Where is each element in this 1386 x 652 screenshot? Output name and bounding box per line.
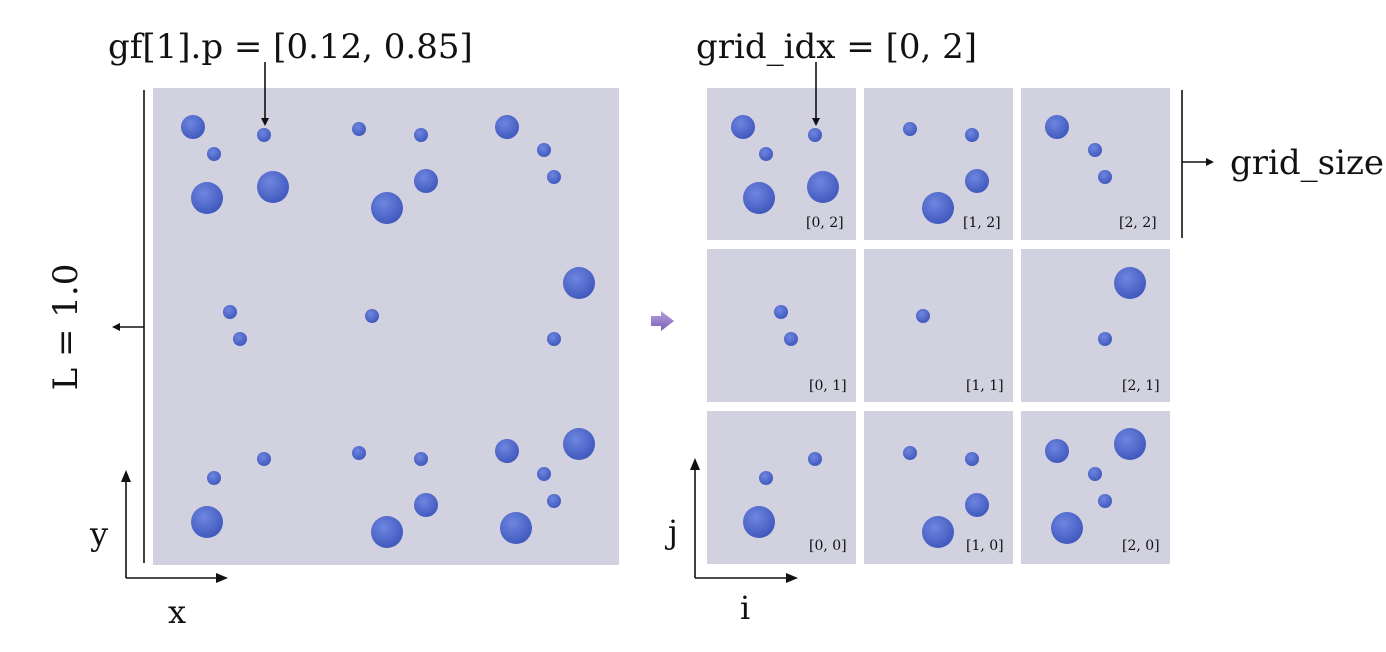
particle [1098,332,1112,346]
grid-cell [707,249,856,402]
grid-cell [707,411,856,564]
particle [784,332,798,346]
arrowheads [112,118,1214,583]
grid-cell [1021,411,1170,564]
particle [547,170,561,184]
grid-cell-label: [2, 2] [1119,215,1157,231]
particle [495,439,519,463]
particle [922,516,954,548]
grid-size-label: grid_size [1230,143,1385,183]
particle [922,192,954,224]
grid-cell-label: [0, 2] [806,215,844,231]
particle [1098,494,1112,508]
particle [537,143,551,157]
particle [223,305,237,319]
particle [547,494,561,508]
particle [207,147,221,161]
particle [903,446,917,460]
particle [965,493,989,517]
particle [731,115,755,139]
axis-label-i: i [740,589,751,627]
particle [1051,512,1083,544]
particle [1088,467,1102,481]
particle [808,128,822,142]
grid-cell-label: [1, 1] [966,378,1004,394]
particle [547,332,561,346]
particle [1045,115,1069,139]
particle [743,182,775,214]
particle [743,506,775,538]
grid-cell [864,249,1013,402]
grid-cell-label: [0, 0] [809,538,847,554]
particle [352,122,366,136]
axis-label-j: j [668,513,678,551]
particle [563,267,595,299]
particle [191,506,223,538]
particle [1088,143,1102,157]
particles-grid [731,115,1146,548]
particle [965,452,979,466]
particle [1114,267,1146,299]
particle [191,182,223,214]
particle [759,147,773,161]
particle [537,467,551,481]
grid-cell-label: [2, 0] [1122,538,1160,554]
grid-cell-label: [0, 1] [809,378,847,394]
particle [808,452,822,466]
axis-label-y: y [90,515,109,553]
axis-label-x: x [168,593,187,631]
particle [414,493,438,517]
domain-box [153,88,619,565]
particle [365,309,379,323]
particle [371,516,403,548]
particle [774,305,788,319]
particle [257,128,271,142]
particle [903,122,917,136]
particle [257,171,289,203]
particle [759,471,773,485]
particle [181,115,205,139]
particle [257,452,271,466]
particle [500,512,532,544]
grid-cell [1021,88,1170,240]
particle [916,309,930,323]
particle [371,192,403,224]
annotation-lines [118,62,1208,579]
particle [414,128,428,142]
grid-cell-label: [1, 0] [966,538,1004,554]
particle [1114,428,1146,460]
transform-arrow-icon [651,311,674,331]
particle [1098,170,1112,184]
particle [352,446,366,460]
grid-cell-label: [2, 1] [1122,378,1160,394]
grid-cell [707,88,856,240]
particle [965,128,979,142]
grid-index-annotation: grid_idx = [0, 2] [696,27,977,67]
particles-left [181,115,595,548]
particle [207,471,221,485]
particle [495,115,519,139]
grid-cell-label: [1, 2] [963,215,1001,231]
particle [233,332,247,346]
particle [414,452,428,466]
grid-cell [1021,249,1170,402]
particle-position-annotation: gf[1].p = [0.12, 0.85] [108,27,473,67]
particle [965,169,989,193]
particle [807,171,839,203]
particle [563,428,595,460]
particle [1045,439,1069,463]
particle [414,169,438,193]
